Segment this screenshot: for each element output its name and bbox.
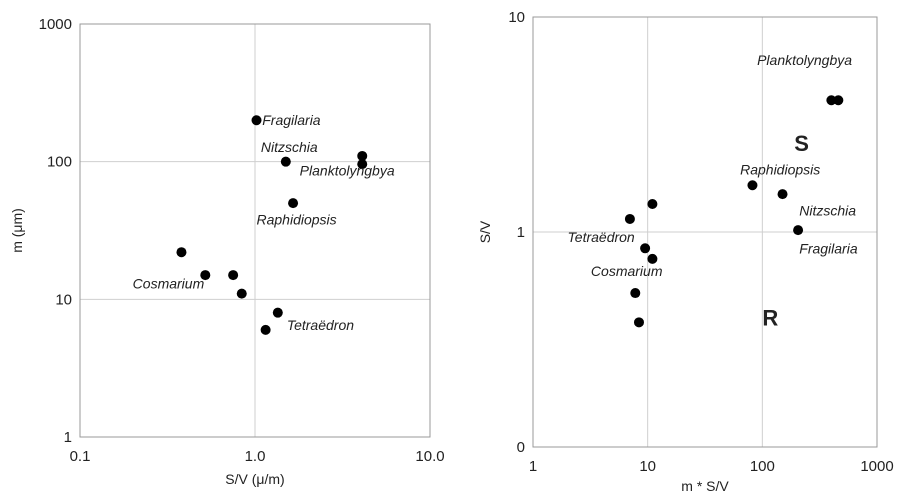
y-axis-label: S/V (477, 220, 493, 243)
plot-frame (532, 16, 878, 448)
data-point (640, 243, 651, 254)
data-point (630, 288, 641, 299)
point-annotation: Tetraëdron (568, 229, 635, 245)
x-tick-label: 1000 (860, 458, 893, 475)
data-point (260, 324, 271, 335)
point-annotation: Raphidiopsis (740, 162, 820, 178)
data-point (357, 150, 368, 161)
data-point (826, 95, 837, 106)
y-tick-label: 10 (55, 291, 72, 308)
y-axis-label: m (μm) (9, 208, 25, 253)
data-point (777, 189, 788, 200)
x-tick-label: 100 (750, 458, 775, 475)
x-tick-label: 0.1 (70, 448, 91, 465)
data-point (228, 270, 239, 281)
chart-left: 0.1 1.0 10.0 1 10 100 1000 S/V (μ/m) m (μm) Fragi… (9, 16, 445, 487)
y-tick-label: 1 (517, 224, 525, 241)
point-annotation: Tetraëdron (287, 317, 354, 333)
region-label: R (762, 306, 778, 331)
point-annotation: Fragilaria (262, 112, 321, 128)
point-annotation: Cosmarium (591, 263, 663, 279)
y-tick-label: 1 (64, 429, 72, 446)
y-tick-label: 1000 (39, 16, 72, 33)
data-point (633, 317, 644, 328)
data-point (251, 115, 262, 126)
data-point (357, 159, 368, 170)
data-point (200, 270, 211, 281)
region-label: S (794, 131, 809, 156)
data-point (624, 213, 635, 224)
data-point (288, 198, 299, 209)
point-annotation: Nitzschia (261, 139, 318, 155)
x-tick-label: 1 (529, 458, 537, 475)
x-axis-label: m * S/V (681, 478, 729, 494)
data-point (793, 225, 804, 236)
data-point (747, 180, 758, 191)
x-tick-label: 10.0 (415, 448, 444, 465)
data-point (272, 307, 283, 318)
y-tick-label: 10 (508, 9, 525, 26)
plot-frame (79, 23, 431, 438)
data-point (280, 156, 291, 167)
point-annotation: Raphidiopsis (257, 212, 337, 228)
data-point (833, 95, 844, 106)
data-point (647, 198, 658, 209)
data-point (647, 253, 658, 264)
point-annotation: Fragilaria (799, 240, 858, 256)
x-axis-label: S/V (μ/m) (225, 471, 284, 487)
point-annotation: Planktolyngbya (757, 52, 852, 68)
y-tick-label: 0 (517, 439, 525, 456)
x-tick-label: 10 (639, 458, 656, 475)
data-point (236, 288, 247, 299)
point-annotation: Nitzschia (799, 202, 856, 218)
point-annotation: Planktolyngbya (300, 163, 395, 179)
x-tick-label: 1.0 (245, 448, 266, 465)
y-tick-label: 100 (47, 154, 72, 171)
point-annotation: Cosmarium (133, 276, 205, 292)
data-point (176, 247, 187, 258)
